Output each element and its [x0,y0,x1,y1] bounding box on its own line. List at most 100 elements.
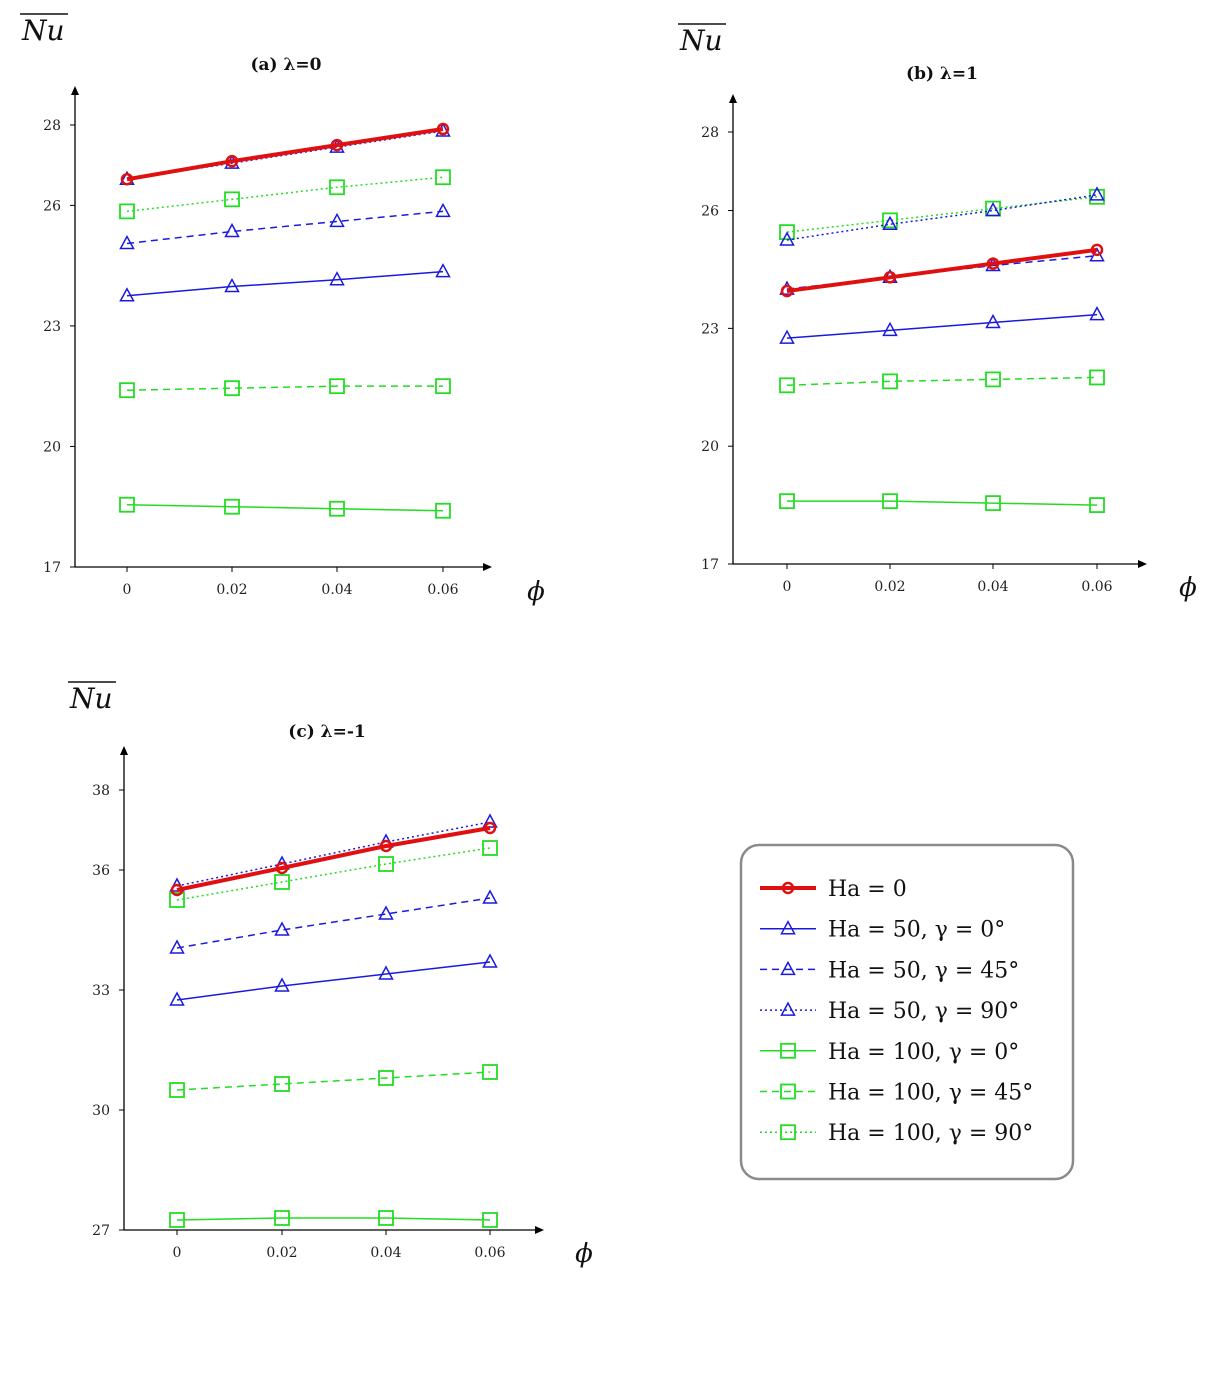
data-point-ha50_g90 [779,231,795,246]
data-point-ha50_g0 [435,263,451,278]
x-tick-label: 0.04 [370,1245,401,1261]
series-line-ha50_g0 [786,313,1098,339]
data-point-ha50_g0 [1089,306,1105,321]
data-point-ha0 [986,257,1000,270]
data-point-ha0 [436,122,450,136]
series-ha0 [120,122,450,186]
series-line-ha0 [786,247,1098,294]
series-line-ha100_g45 [126,385,443,391]
data-point-ha100_g0 [882,493,898,510]
y-tick-label: 28 [701,125,719,141]
data-point-ha100_g0 [119,496,135,513]
data-point-ha0 [275,861,289,875]
x-axis-label: ϕ [575,1239,593,1269]
legend-marker [780,1124,796,1141]
legend-label: Ha = 50, γ = 0° [828,918,1005,943]
series-line-ha50_g0 [176,961,491,1001]
x-tick-label: 0 [173,1245,182,1261]
y-tick-label: 36 [92,863,110,879]
data-point-ha50_g0 [378,965,394,980]
data-point-ha100_g45 [1089,369,1105,386]
series-ha50_g0 [779,306,1105,344]
series-line-ha0 [126,127,444,182]
data-point-ha50_g0 [482,953,498,968]
series-line-ha100_g0 [176,1217,491,1221]
legend-entry-ha100_g45: Ha = 100, γ = 45° [760,1081,1033,1106]
data-point-ha100_g0 [274,1210,290,1226]
y-tick-label: 20 [43,439,61,455]
data-point-ha100_g90 [435,169,451,186]
legend-marker [780,1083,796,1100]
legend-label: Ha = 100, γ = 45° [828,1081,1033,1106]
data-point-ha50_g0 [985,313,1001,329]
data-point-ha50_g0 [329,271,345,286]
y-axis-arrow [120,746,128,755]
data-point-ha100_g90 [482,840,498,856]
data-point-ha50_g45 [482,889,498,904]
data-point-ha50_g45 [378,905,394,920]
data-point-ha50_g0 [779,329,795,344]
legend-label: Ha = 0 [828,877,907,902]
data-point-ha50_g45 [224,222,240,238]
legend-marker [781,881,795,895]
x-tick-label: 0.02 [216,582,247,598]
series-ha100_g90 [169,840,498,908]
data-point-ha100_g0 [224,498,240,515]
data-point-ha0 [483,821,497,835]
x-tick-label: 0.02 [266,1245,297,1261]
chart-title: (c) λ=-1 [288,722,365,742]
legend-box [739,843,1075,1181]
x-axis-arrow [483,563,492,571]
x-tick-label: 0.06 [474,1245,505,1261]
data-point-ha0 [379,839,393,853]
series-ha50_g45 [169,889,498,954]
y-tick-label: 17 [43,560,61,576]
series-ha100_g0 [779,493,1105,513]
series-ha50_g45 [119,202,451,250]
x-tick-label: 0 [123,582,132,598]
data-point-ha0 [883,271,897,284]
data-point-ha100_g45 [435,378,451,395]
y-axis-arrow [729,94,737,103]
data-point-ha50_g0 [274,977,290,992]
y-tick-label: 28 [43,118,61,134]
y-axis-arrow [71,86,79,95]
legend-marker [780,920,796,935]
x-tick-label: 0.06 [1081,579,1112,595]
data-point-ha50_g45 [329,212,345,228]
legend-entry-ha50_g0: Ha = 50, γ = 0° [760,918,1005,943]
series-ha100_g0 [119,496,451,519]
series-line-ha50_g90 [786,194,1098,241]
x-axis-label: ϕ [1179,573,1197,603]
data-point-ha100_g45 [169,1082,185,1098]
legend: Ha = 0 Ha = 50, γ = 0° Ha = 50, γ = 45° Ha … [739,843,1075,1181]
y-tick-label: 20 [701,439,719,455]
series-line-ha100_g0 [126,503,444,512]
data-point-ha0 [780,284,794,298]
y-tick-label: 38 [92,783,110,799]
legend-entry-ha0: Ha = 0 [760,877,907,902]
data-point-ha0 [225,154,239,168]
chart-title: (b) λ=1 [906,64,978,84]
x-axis-arrow [1138,560,1147,568]
data-point-ha0 [1090,243,1104,257]
x-tick-label: 0.04 [321,582,352,598]
data-point-ha100_g45 [882,373,898,390]
legend-label: Ha = 100, γ = 90° [828,1121,1033,1146]
data-point-ha50_g90 [482,813,498,828]
series-line-ha50_g45 [176,897,491,949]
series-ha50_g90 [779,186,1105,246]
series-ha100_g45 [169,1064,498,1098]
data-point-ha50_g0 [169,991,185,1006]
legend-marker [780,960,796,976]
data-point-ha100_g90 [882,212,898,229]
chart-panel-b: 17 20 23 26 28 0 0.02 0.04 0.06 (b) λ=1 Nu ϕ [678,23,1197,603]
y-tick-label: 30 [92,1103,110,1119]
chart-panels: 17 20 23 26 28 0 0.02 0.04 0.06 (a) λ=0 Nu ϕ 17 20 23 2… [20,13,1197,1269]
series-line-ha100_g45 [176,1071,491,1091]
series-line-ha50_g45 [126,210,444,245]
y-tick-label: 23 [43,319,61,335]
data-point-ha50_g45 [274,921,290,936]
data-point-ha50_g0 [119,287,135,302]
series-line-ha50_g90 [176,821,491,887]
